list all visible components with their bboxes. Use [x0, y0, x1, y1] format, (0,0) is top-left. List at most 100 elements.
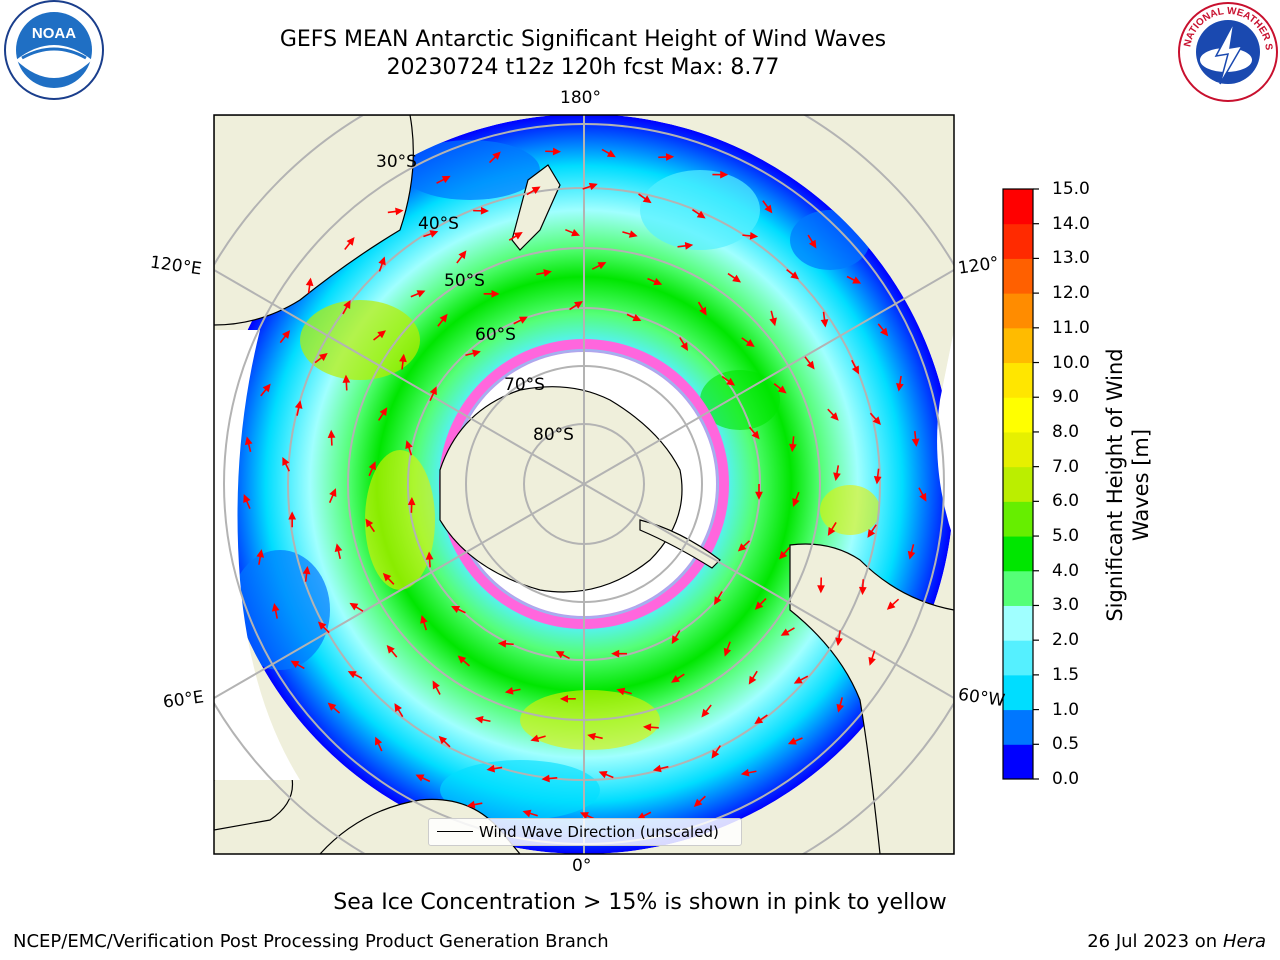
wave-direction-arrowhead: [790, 271, 800, 280]
lon-label-180: 180°: [560, 88, 601, 108]
wave-direction-arrowhead: [541, 774, 550, 783]
wave-direction-arrowhead: [808, 239, 817, 249]
wave-direction-arrowhead: [696, 210, 706, 219]
wave-direction-arrowhead: [606, 149, 616, 158]
wave-direction-arrowhead: [531, 186, 541, 194]
colorbar-segment: [1003, 466, 1033, 502]
wave-direction-arrowhead: [425, 551, 434, 560]
colorbar-segment: [1003, 744, 1033, 780]
colorbar-segment: [1003, 431, 1033, 468]
wave-direction-arrowhead: [302, 565, 311, 575]
colorbar-segment: [1003, 709, 1033, 745]
wave-direction-arrowhead: [429, 230, 439, 238]
footer-date-text: 26 Jul 2023 on: [1087, 931, 1223, 952]
wave-direction-arrowhead: [833, 472, 841, 481]
wave-direction-arrowhead: [329, 488, 337, 498]
wave-direction-arrowhead: [522, 809, 532, 818]
colorbar-segment: [1003, 501, 1033, 537]
wave-direction-arrowhead: [616, 687, 626, 696]
wave-direction-arrowhead: [457, 655, 467, 664]
map-frame-content: [214, 115, 954, 854]
wave-direction-arrowhead: [451, 605, 461, 613]
lat-label-30s: 30°S: [376, 152, 417, 172]
colorbar-tick-label: 14.0: [1052, 213, 1090, 234]
lat-label-60s: 60°S: [475, 325, 516, 345]
wave-direction-arrowhead: [294, 400, 303, 409]
wave-direction-arrowhead: [349, 602, 359, 611]
colorbar-tick-label: 6.0: [1052, 491, 1080, 512]
colorbar-tick-label: 4.0: [1052, 560, 1080, 581]
colorbar-segment: [1003, 640, 1033, 676]
wave-direction-arrowhead: [764, 204, 773, 214]
wave-direction-arrowhead: [394, 703, 402, 713]
wave-direction-arrowhead: [632, 314, 642, 322]
wave-direction-arrowhead: [835, 637, 843, 647]
wave-direction-arrowhead: [405, 440, 413, 449]
wave-direction-arrowhead: [769, 317, 777, 327]
wave-direction-arrowhead: [327, 429, 336, 438]
wave-direction-arrowhead: [518, 316, 528, 324]
wave-direction-arrowhead: [365, 518, 374, 528]
wave-direction-arrowhead: [399, 353, 407, 363]
wave-direction-arrowhead: [343, 300, 351, 309]
wave-direction-arrowhead: [787, 737, 797, 745]
wave-direction-arrowhead: [407, 496, 416, 506]
colorbar-segment: [1003, 258, 1033, 294]
wave-direction-arrowhead: [256, 549, 265, 558]
wave-direction-arrowhead: [375, 736, 383, 746]
wave-direction-arrowhead: [836, 703, 844, 713]
wave-direction-arrowhead: [911, 438, 920, 447]
wave-direction-arrowhead: [714, 596, 722, 606]
colorbar-tick-label: 15.0: [1052, 179, 1090, 199]
map-frame: [213, 114, 955, 855]
wave-direction-arrowhead: [872, 416, 881, 425]
wave-direction-arrowhead: [919, 492, 927, 502]
wave-direction-arrowhead: [827, 527, 836, 536]
wave-max-blob-east: [820, 485, 880, 535]
legend-label: Wind Wave Direction (unscaled): [479, 823, 719, 841]
svg-text:NOAA: NOAA: [32, 25, 76, 42]
wave-direction-arrowhead: [737, 543, 747, 552]
footer-machine: Hera: [1222, 931, 1266, 952]
wave-direction-arrowhead: [438, 735, 448, 745]
new-zealand: [511, 164, 561, 251]
wave-direction-arrowhead: [789, 443, 797, 453]
colorbar-label: Significant Height of Wind Waves [m]: [1103, 348, 1153, 622]
wave-direction-arrowhead: [282, 456, 290, 466]
colorbar-segment: [1003, 327, 1033, 364]
wave-direction-arrowhead: [377, 330, 387, 339]
wave-direction-arrowhead: [671, 635, 680, 645]
wave-direction-arrowhead: [368, 461, 376, 471]
wind-wave-arrows: [243, 147, 927, 820]
wave-direction-arrowhead: [886, 601, 896, 610]
wave-direction-arrowhead: [317, 621, 327, 630]
wave-direction-arrowhead: [732, 274, 742, 283]
wave-direction-arrowhead: [513, 232, 523, 240]
wave-max-blob-southwest: [365, 450, 435, 590]
australia: [214, 115, 414, 326]
wave-direction-arrowhead: [628, 230, 638, 238]
wave-direction-arrowhead: [543, 269, 552, 277]
wave-max-blob-west: [300, 300, 420, 380]
wave-direction-arrowhead: [346, 237, 355, 246]
wave-direction-arrowhead: [486, 764, 496, 773]
wave-direction-arrowhead: [653, 277, 663, 286]
colorbar-frame: [1002, 188, 1034, 780]
wave-direction-arrowhead: [720, 170, 729, 179]
colorbar-tick-label: 9.0: [1052, 387, 1080, 408]
wave-direction-arrowhead: [262, 383, 271, 393]
wave-direction-arrowhead: [415, 774, 425, 782]
wave-direction-arrowhead: [243, 494, 251, 503]
wave-direction-arrowhead: [598, 771, 608, 779]
wave-direction-arrowhead: [597, 262, 607, 270]
lon-label-0: 0°: [572, 856, 592, 876]
colorbar-tick-label: 1.5: [1052, 664, 1080, 685]
wave-direction-arrowhead: [497, 639, 507, 648]
wave-direction-arrowhead: [754, 716, 764, 725]
wave-direction-arrowhead: [693, 798, 703, 808]
wave-direction-arrowhead: [778, 550, 788, 560]
wave-direction-arrowhead: [820, 319, 829, 328]
lat-label-80s: 80°S: [533, 425, 574, 445]
colorbar-tick-label: 0.0: [1052, 769, 1080, 789]
